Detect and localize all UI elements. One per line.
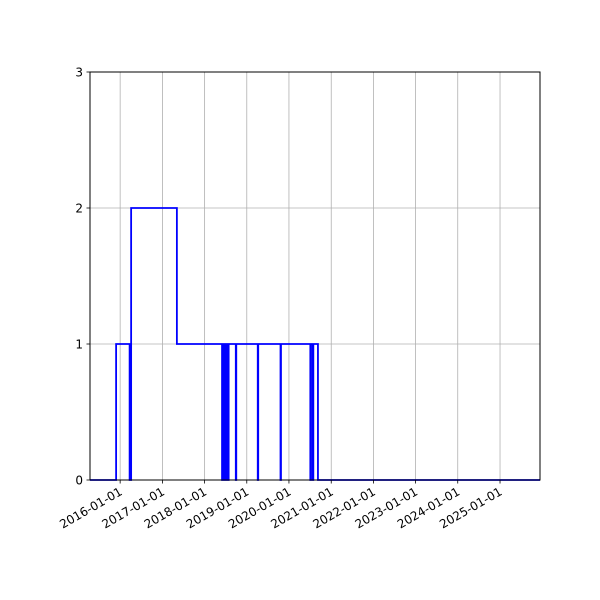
grid (90, 72, 540, 480)
series-line (90, 207, 540, 481)
y-tick-label: 0 (75, 474, 83, 488)
plot-frame (89, 71, 541, 481)
y-tick-label: 1 (75, 338, 83, 352)
x-axis: 2016-01-012017-01-012018-01-012019-01-01… (57, 480, 505, 531)
y-tick-label: 3 (75, 66, 83, 80)
y-axis: 0 1 2 3 (75, 66, 90, 488)
y-tick-label: 2 (75, 202, 83, 216)
